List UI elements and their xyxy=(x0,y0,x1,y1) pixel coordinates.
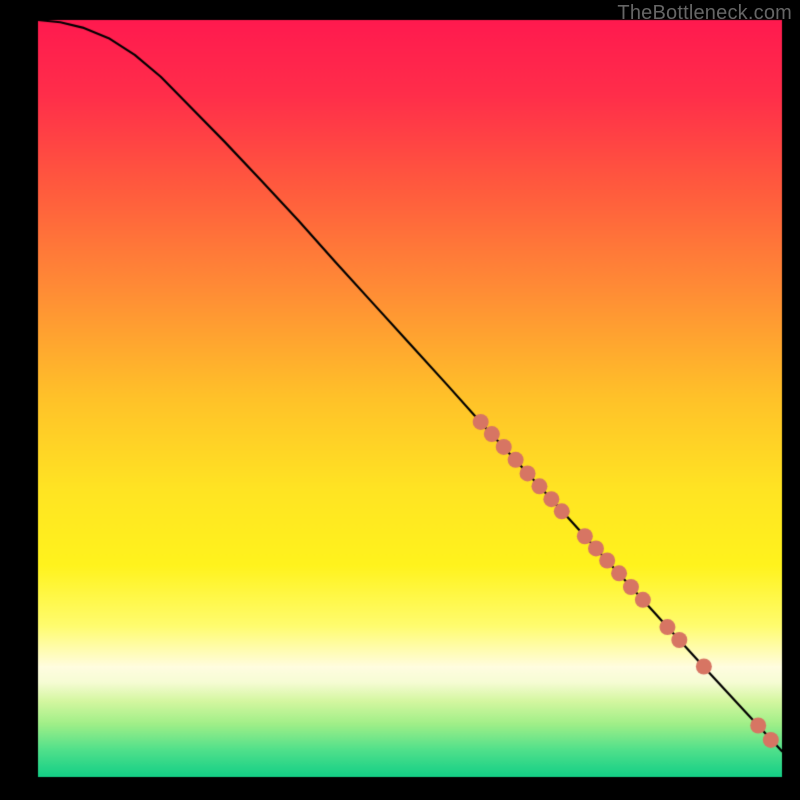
chart-canvas xyxy=(0,0,800,800)
watermark-label: TheBottleneck.com xyxy=(617,2,792,25)
chart-container: { "watermark": { "text": "TheBottleneck.… xyxy=(0,0,800,800)
